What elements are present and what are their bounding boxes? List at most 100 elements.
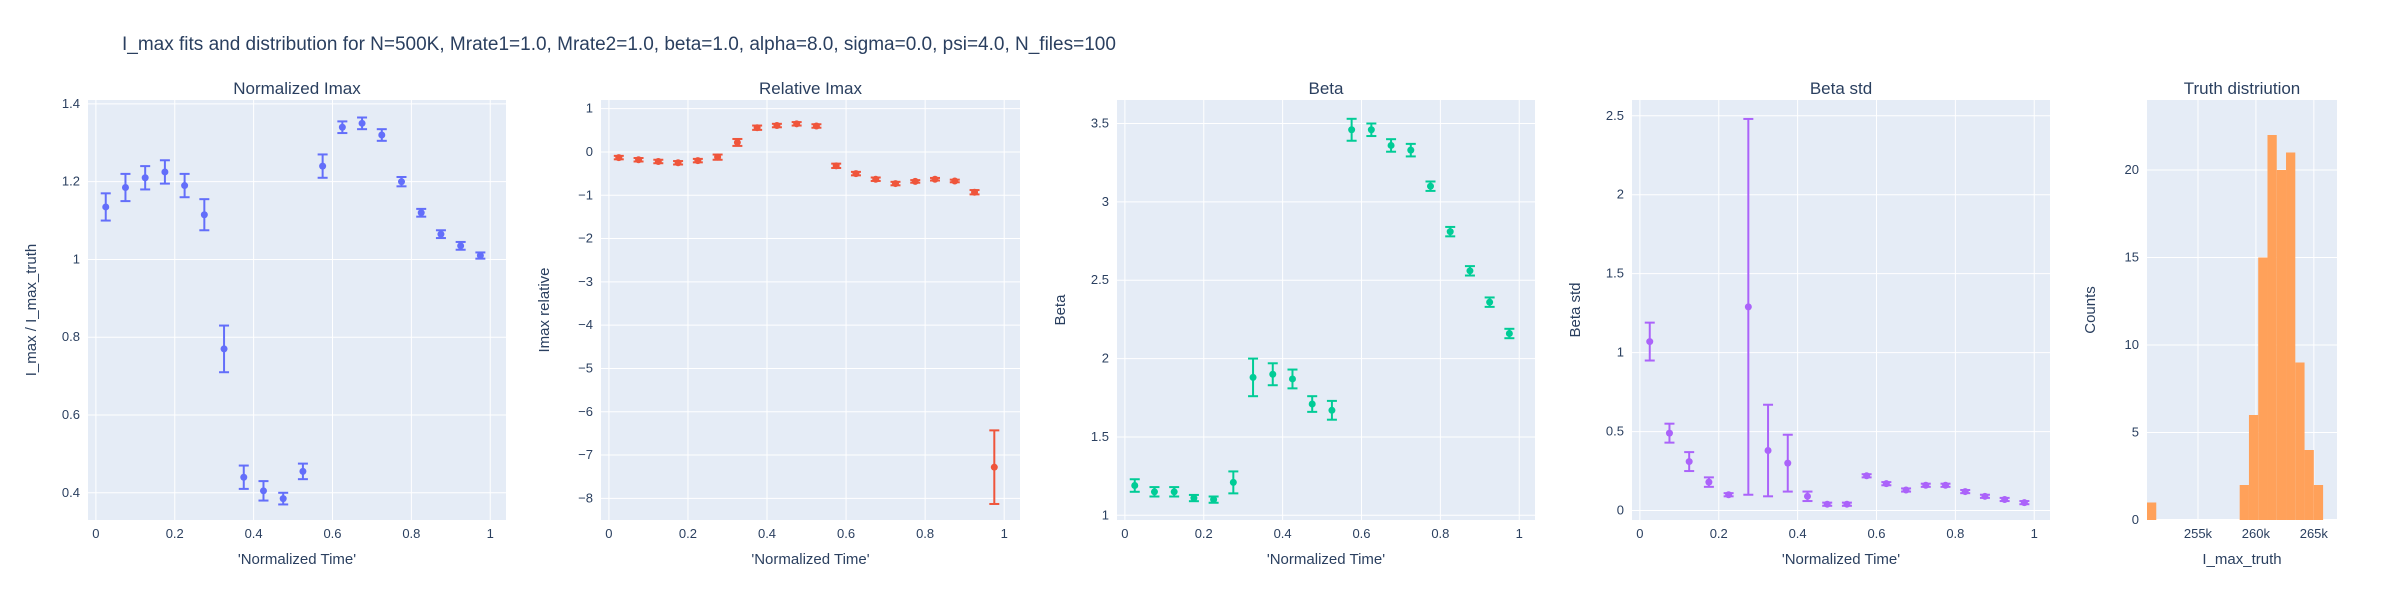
y-tick-label: 1.5 [1606, 266, 1624, 281]
y-tick-label: 0.5 [1606, 424, 1624, 439]
x-tick-label: 0.8 [1431, 526, 1449, 541]
x-tick-label: 1 [2031, 526, 2038, 541]
subplot-normalized-imax: Normalized Imax 'Normalized Time' I_max … [23, 79, 506, 568]
data-point [319, 162, 327, 170]
subplot-title: Truth distriution [2184, 79, 2301, 98]
x-axis-label: 'Normalized Time' [238, 551, 356, 568]
data-point [299, 467, 307, 475]
data-point [2001, 495, 2009, 503]
data-point [1505, 330, 1513, 338]
data-point [1843, 500, 1851, 508]
x-tick-label: 1 [1516, 526, 1523, 541]
data-point [1685, 458, 1693, 466]
data-point [733, 138, 741, 146]
x-tick-label: 0 [1121, 526, 1128, 541]
data-series [100, 116, 486, 506]
data-point [832, 162, 840, 170]
x-axis-label: 'Normalized Time' [1267, 551, 1385, 568]
plot-area [1632, 100, 2050, 520]
data-point [694, 157, 702, 165]
data-point [1269, 370, 1277, 378]
gridlines [88, 100, 506, 520]
data-point [102, 203, 110, 211]
data-point [753, 124, 761, 132]
data-point [220, 345, 228, 353]
data-point [1981, 492, 1989, 500]
x-tick-label: 0.8 [1946, 526, 1964, 541]
data-point [2020, 499, 2028, 507]
gridlines [601, 100, 1020, 520]
x-tick-label: 0.6 [837, 526, 855, 541]
subplot-title: Normalized Imax [233, 79, 361, 98]
data-point [714, 153, 722, 161]
data-point [1131, 482, 1139, 490]
plot-area [1117, 100, 1535, 520]
data-point [1367, 126, 1375, 134]
data-point [654, 157, 662, 165]
data-point [812, 122, 820, 130]
y-tick-label: 3.5 [1091, 116, 1109, 131]
y-tick-label: 5 [2132, 425, 2139, 440]
y-axis-label: Beta std [1567, 282, 1584, 337]
y-tick-label: −7 [578, 447, 593, 462]
data-point [1705, 478, 1713, 486]
data-point [911, 177, 919, 185]
histogram-bar [2313, 485, 2324, 520]
y-tick-label: 2 [1617, 187, 1624, 202]
data-point [1725, 491, 1733, 499]
histogram-bars [2147, 135, 2324, 520]
data-point [1863, 472, 1871, 480]
data-point [773, 122, 781, 130]
data-point [615, 154, 623, 162]
x-tick-label: 0.6 [1352, 526, 1370, 541]
x-tick-label: 0.4 [1274, 526, 1292, 541]
x-tick-label: 0 [605, 526, 612, 541]
data-point [1922, 481, 1930, 489]
subplot-title: Beta [1309, 79, 1345, 98]
figure-title: I_max fits and distribution for N=500K, … [122, 34, 1116, 55]
subplot-relative-imax: Relative Imax 'Normalized Time' Imax rel… [536, 79, 1020, 568]
histogram-bar [2295, 362, 2305, 520]
data-point [417, 209, 425, 217]
histogram-bar [2304, 450, 2314, 520]
data-point [1308, 400, 1316, 408]
data-point [971, 188, 979, 196]
histogram-bar [2147, 502, 2157, 520]
x-tick-label: 1 [1001, 526, 1008, 541]
data-point [1348, 126, 1356, 134]
x-tick-label: 0.8 [402, 526, 420, 541]
y-tick-label: 3 [1102, 194, 1109, 209]
data-point [1407, 146, 1415, 154]
y-tick-label: 2.5 [1606, 108, 1624, 123]
y-tick-label: −5 [578, 360, 593, 375]
data-point [1961, 488, 1969, 496]
data-point [1646, 338, 1654, 346]
data-point [674, 159, 682, 167]
histogram-bar [2286, 152, 2296, 520]
data-point [1210, 496, 1218, 504]
y-tick-label: −6 [578, 404, 593, 419]
x-axis-label: 'Normalized Time' [751, 551, 869, 568]
y-tick-label: 1 [586, 101, 593, 116]
data-point [951, 177, 959, 185]
data-point [1170, 488, 1178, 496]
x-tick-label: 0.2 [679, 526, 697, 541]
data-series [1644, 117, 2030, 508]
subplot-truth-distribution: Truth distriution I_max_truth Counts 255… [2082, 79, 2337, 568]
y-tick-label: 1.5 [1091, 429, 1109, 444]
y-axis-label: Imax relative [536, 267, 553, 352]
data-point [872, 175, 880, 183]
histogram-bar [2239, 485, 2249, 520]
data-point [1427, 182, 1434, 190]
data-point [852, 170, 860, 178]
x-axis-label: I_max_truth [2202, 551, 2281, 568]
data-point [1486, 298, 1494, 306]
y-tick-label: 1 [73, 251, 80, 266]
data-point [1803, 492, 1811, 500]
y-axis-label: Beta [1052, 294, 1069, 326]
y-tick-label: 20 [2125, 162, 2139, 177]
y-tick-label: 2.5 [1091, 272, 1109, 287]
data-point [200, 211, 208, 219]
y-tick-label: −8 [578, 490, 593, 505]
